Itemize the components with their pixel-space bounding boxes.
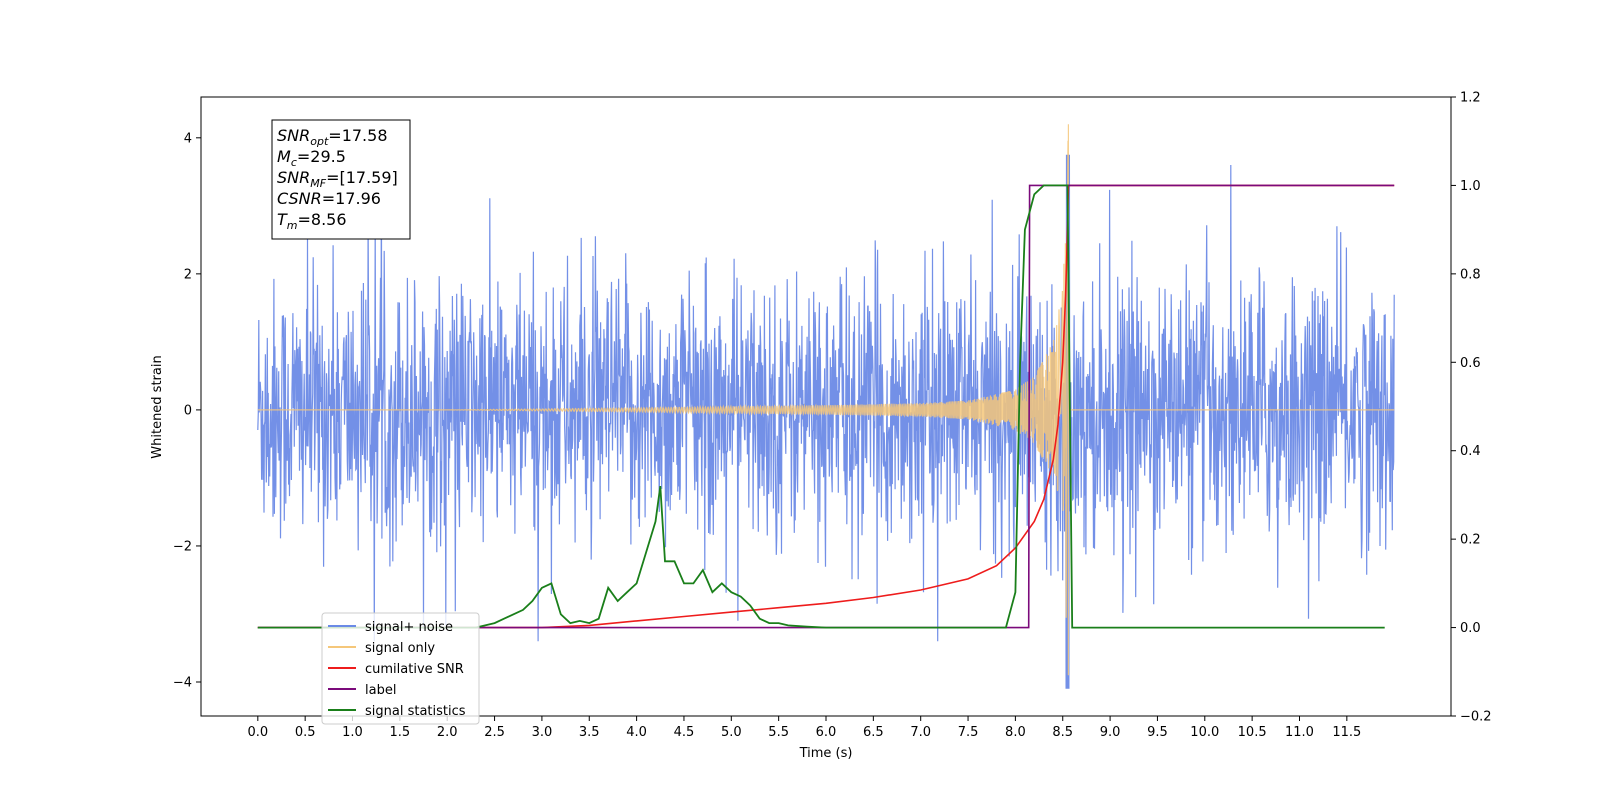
- x-tick-label: 3.0: [532, 725, 553, 740]
- x-tick-label: 7.5: [958, 725, 979, 740]
- x-tick-label: 0.5: [295, 725, 316, 740]
- x-tick-label: 10.0: [1190, 725, 1219, 740]
- legend-label: signal only: [365, 641, 435, 656]
- y-right-tick-label: 0.2: [1460, 533, 1481, 548]
- info-box-line: CSNR=17.96: [277, 189, 381, 208]
- x-tick-label: 6.5: [863, 725, 884, 740]
- x-axis-label: Time (s): [799, 746, 853, 761]
- legend: signal+ noise signal only cumilative SNR la…: [321, 612, 480, 725]
- legend-label: label: [365, 683, 396, 698]
- x-tick-label: 0.0: [247, 725, 268, 740]
- x-tick-label: 7.0: [910, 725, 931, 740]
- x-tick-label: 6.0: [816, 725, 837, 740]
- x-tick-label: 5.5: [768, 725, 789, 740]
- y-right-tick-label: 0.8: [1460, 267, 1481, 282]
- x-tick-label: 4.0: [626, 725, 647, 740]
- legend-frame: [321, 612, 480, 725]
- y-right-tick-label: 1.0: [1460, 179, 1481, 194]
- y-left-tick-label: −2: [173, 539, 192, 554]
- x-axis-ticks: 0.0 0.5 1.0 1.5 2.0 2.5 3.0 3.5 4.0 4.5 5.0 5.5 6.0 6…: [247, 716, 1361, 740]
- x-tick-label: 10.5: [1238, 725, 1267, 740]
- y-right-axis-ticks: −0.2 0.0 0.2 0.4 0.6 0.8 1.0 1.2: [1451, 91, 1492, 725]
- y-right-tick-label: 0.6: [1460, 356, 1481, 371]
- x-tick-label: 1.0: [342, 725, 363, 740]
- series-cumulative-snr: [257, 184, 1395, 629]
- y-left-axis-label: Whitened strain: [150, 355, 165, 458]
- x-tick-label: 8.5: [1052, 725, 1073, 740]
- series-layer: [257, 124, 1395, 689]
- x-tick-label: 2.0: [437, 725, 458, 740]
- legend-label: cumilative SNR: [365, 662, 464, 677]
- x-tick-label: 9.5: [1147, 725, 1168, 740]
- x-tick-label: 8.0: [1005, 725, 1026, 740]
- y-right-tick-label: −0.2: [1460, 710, 1492, 725]
- legend-label: signal statistics: [365, 704, 466, 719]
- x-tick-label: 2.5: [484, 725, 505, 740]
- info-box-line: Mc=29.5: [277, 147, 346, 169]
- x-tick-label: 11.0: [1285, 725, 1314, 740]
- x-tick-label: 3.5: [579, 725, 600, 740]
- y-left-axis-ticks: −4 −2 0 2 4: [173, 131, 201, 690]
- y-right-tick-label: 0.4: [1460, 444, 1481, 459]
- info-box-frame: [271, 119, 411, 240]
- info-box-line: SNRopt=17.58: [277, 126, 388, 148]
- y-left-tick-label: 4: [184, 131, 192, 146]
- y-left-tick-label: −4: [173, 675, 192, 690]
- y-left-tick-label: 0: [184, 403, 192, 418]
- y-left-tick-label: 2: [184, 267, 192, 282]
- x-tick-label: 4.5: [674, 725, 695, 740]
- y-right-tick-label: 0.0: [1460, 621, 1481, 636]
- x-tick-label: 5.0: [721, 725, 742, 740]
- series-signal-noise: [257, 154, 1395, 689]
- legend-label: signal+ noise: [365, 620, 453, 635]
- info-box: SNRopt=17.58Mc=29.5SNRMF=[17.59]CSNR=17.…: [271, 119, 411, 240]
- x-tick-label: 9.0: [1100, 725, 1121, 740]
- y-right-tick-label: 1.2: [1460, 91, 1481, 106]
- info-box-line: SNRMF=[17.59]: [277, 168, 398, 190]
- info-box-line: Tm=8.56: [277, 210, 347, 232]
- x-tick-label: 1.5: [390, 725, 411, 740]
- series-signal-statistics: [257, 184, 1385, 629]
- x-tick-label: 11.5: [1332, 725, 1361, 740]
